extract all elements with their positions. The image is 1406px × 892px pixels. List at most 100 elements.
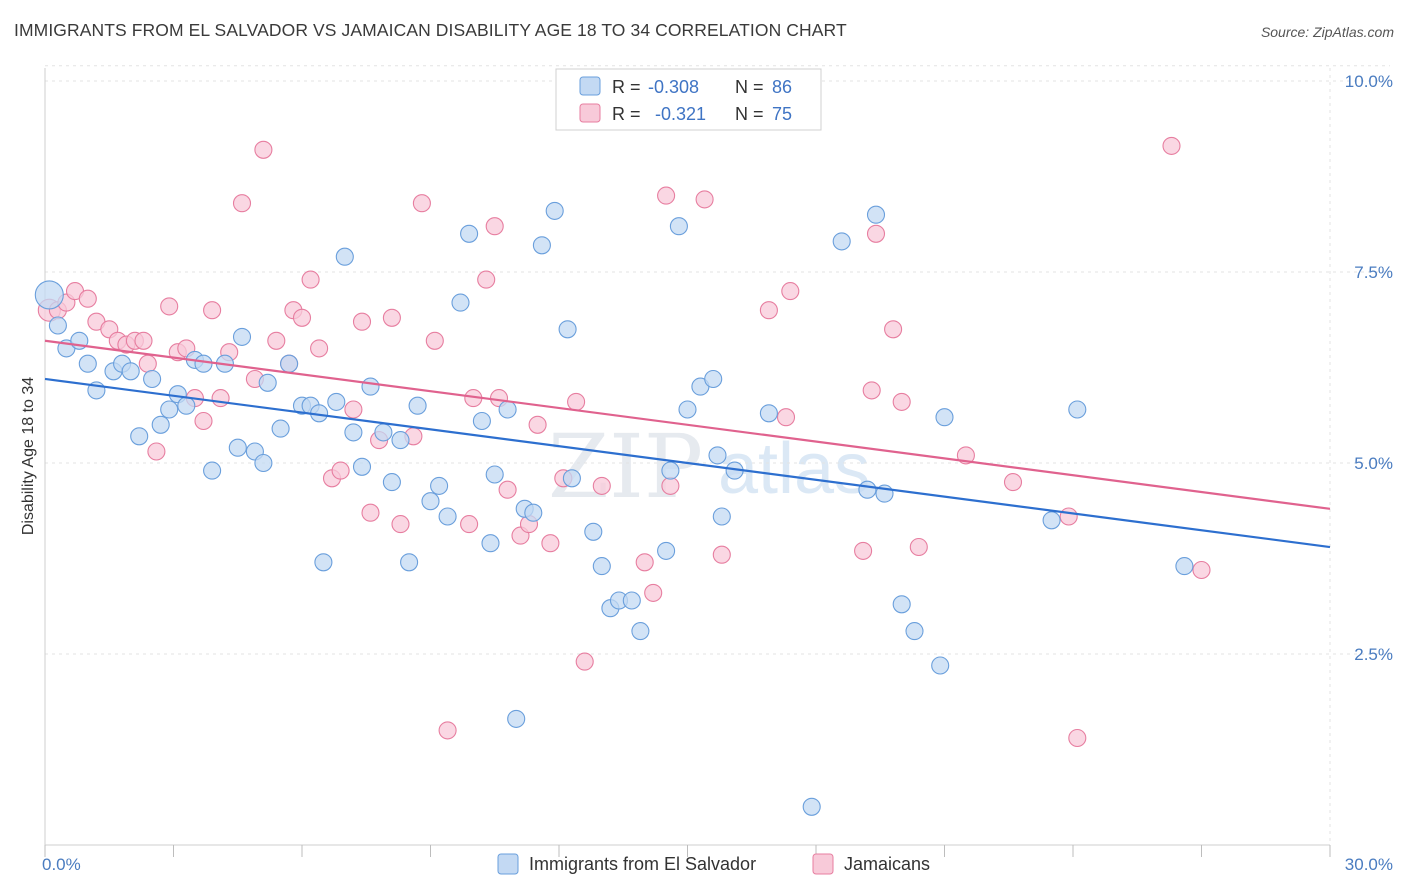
point-jamaicans: [485, 217, 504, 236]
point-el-salvador: [352, 457, 372, 476]
point-jamaicans: [477, 270, 496, 289]
point-jamaicans: [776, 408, 796, 427]
point-jamaicans: [1059, 507, 1078, 526]
series-legend: Immigrants from El Salvador Jamaicans: [497, 853, 930, 875]
point-el-salvador: [254, 453, 273, 473]
point-jamaicans: [635, 553, 654, 572]
legend-swatch-jamaicans: [812, 853, 834, 875]
watermark-zip: ZIP: [548, 415, 703, 518]
point-el-salvador: [121, 362, 140, 381]
y-tick-label: 5.0%: [1354, 454, 1393, 473]
point-el-salvador: [314, 553, 333, 572]
point-el-salvador: [400, 553, 419, 572]
point-jamaicans: [292, 308, 312, 327]
stats-legend: R = -0.308 N = 86 R = -0.321 N = 75: [555, 68, 822, 131]
data-points: [34, 136, 1211, 816]
point-jamaicans: [425, 331, 444, 350]
point-el-salvador: [130, 427, 149, 446]
point-jamaicans: [232, 194, 252, 213]
point-el-salvador: [48, 316, 67, 335]
point-jamaicans: [657, 186, 676, 205]
point-jamaicans: [1003, 473, 1023, 492]
legend-n-value-2: 75: [772, 104, 792, 124]
point-el-salvador: [374, 423, 393, 442]
point-el-salvador: [905, 622, 924, 641]
point-el-salvador: [143, 369, 162, 389]
point-jamaicans: [361, 503, 380, 522]
point-jamaicans: [254, 140, 273, 159]
point-el-salvador: [584, 522, 603, 541]
legend-swatch-blue: [579, 76, 601, 96]
point-el-salvador: [832, 232, 851, 251]
point-el-salvador: [592, 557, 611, 576]
point-el-salvador: [382, 473, 401, 492]
point-jamaicans: [344, 400, 363, 419]
point-jamaicans: [301, 270, 320, 289]
source-credit: Source: ZipAtlas.com: [1260, 24, 1394, 40]
point-el-salvador: [678, 400, 697, 419]
point-el-salvador: [481, 534, 500, 553]
point-el-salvador: [892, 595, 911, 614]
point-jamaicans: [695, 190, 714, 209]
legend-n-label-1: N =: [735, 77, 764, 97]
point-el-salvador: [430, 476, 449, 495]
point-jamaicans: [528, 415, 547, 434]
point-jamaicans: [884, 320, 903, 339]
x-tick-label-min: 0.0%: [42, 855, 81, 874]
point-jamaicans: [498, 480, 517, 499]
legend-n-label-2: N =: [735, 104, 764, 124]
point-jamaicans: [203, 301, 222, 320]
point-jamaicans: [134, 331, 153, 350]
point-jamaicans: [567, 392, 586, 411]
point-el-salvador: [194, 354, 213, 373]
point-el-salvador: [562, 469, 581, 488]
point-jamaicans: [541, 534, 560, 553]
point-el-salvador: [34, 280, 64, 310]
legend-r-value-1: -0.308: [648, 77, 699, 97]
point-jamaicans: [460, 515, 479, 534]
point-el-salvador: [802, 797, 821, 816]
point-el-salvador: [361, 377, 380, 396]
point-jamaicans: [331, 461, 350, 480]
point-el-salvador: [558, 320, 577, 339]
chart-title: IMMIGRANTS FROM EL SALVADOR VS JAMAICAN …: [14, 20, 847, 40]
point-jamaicans: [592, 476, 611, 495]
point-el-salvador: [498, 400, 517, 419]
point-el-salvador: [438, 507, 457, 526]
point-el-salvador: [327, 392, 346, 411]
point-jamaicans: [644, 583, 663, 602]
y-tick-label: 10.0%: [1345, 72, 1393, 91]
point-el-salvador: [669, 217, 688, 236]
point-jamaicans: [160, 297, 179, 316]
point-jamaicans: [854, 541, 873, 560]
point-el-salvador: [631, 622, 650, 641]
point-jamaicans: [412, 194, 431, 213]
trend-lines: [44, 339, 1331, 549]
point-jamaicans: [352, 312, 372, 331]
point-jamaicans: [575, 652, 594, 671]
point-el-salvador: [935, 408, 954, 427]
point-jamaicans: [862, 381, 881, 400]
legend-r-value-2: -0.321: [655, 104, 706, 124]
point-el-salvador: [344, 423, 363, 442]
point-el-salvador: [931, 656, 950, 675]
point-el-salvador: [657, 541, 676, 560]
point-el-salvador: [485, 465, 504, 484]
point-jamaicans: [147, 442, 166, 461]
point-el-salvador: [460, 224, 479, 243]
point-jamaicans: [866, 224, 886, 243]
point-el-salvador: [408, 396, 427, 415]
point-el-salvador: [712, 507, 731, 526]
legend-label-el-salvador: Immigrants from El Salvador: [529, 854, 756, 874]
point-jamaicans: [194, 411, 213, 431]
point-el-salvador: [78, 354, 97, 373]
legend-n-value-1: 86: [772, 77, 792, 97]
point-el-salvador: [858, 480, 877, 499]
point-jamaicans: [892, 392, 911, 411]
point-el-salvador: [421, 492, 440, 511]
point-el-salvador: [271, 419, 290, 438]
point-el-salvador: [704, 369, 723, 389]
point-el-salvador: [708, 446, 727, 465]
point-jamaicans: [382, 308, 401, 327]
